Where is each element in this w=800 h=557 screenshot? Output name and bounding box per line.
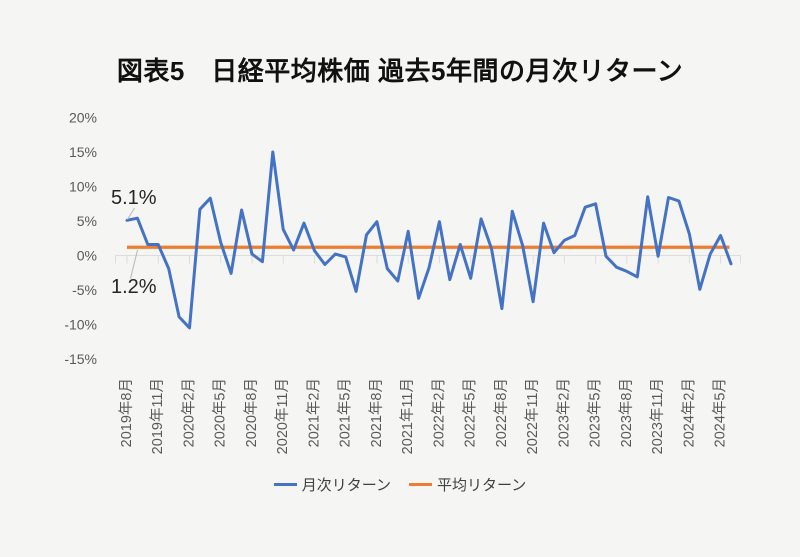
x-axis-tick-label: 2024年2月 xyxy=(680,378,697,447)
legend-line-swatch-average xyxy=(409,483,432,486)
x-axis-tick-label: 2021年2月 xyxy=(305,378,322,447)
x-axis-tick-label: 2020年11月 xyxy=(274,378,291,454)
y-axis-tick-label: 20% xyxy=(69,110,97,126)
y-axis-tick-label: 5% xyxy=(77,213,97,229)
x-axis-tick-label: 2023年2月 xyxy=(555,378,572,447)
x-axis-tick-label: 2020年8月 xyxy=(243,378,260,447)
x-axis-tick-label: 2023年11月 xyxy=(649,378,666,454)
legend-label-average: 平均リターン xyxy=(437,477,527,494)
y-axis-tick-label: 10% xyxy=(69,179,97,195)
x-axis-tick-label: 2021年5月 xyxy=(337,378,354,447)
x-axis-tick-label: 2020年2月 xyxy=(180,378,197,447)
x-axis-tick-label: 2023年8月 xyxy=(618,378,635,447)
x-axis-tick-label: 2020年5月 xyxy=(212,378,229,447)
x-axis-tick-label: 2023年5月 xyxy=(587,378,604,447)
y-axis-tick-label: -15% xyxy=(64,351,97,367)
x-axis-tick-label: 2022年8月 xyxy=(493,378,510,447)
y-axis-tick-label: 15% xyxy=(69,144,97,160)
x-axis-tick-label: 2019年8月 xyxy=(118,378,135,447)
x-axis-tick-label: 2021年11月 xyxy=(399,378,416,454)
legend-item-monthly-return: 月次リターン xyxy=(273,474,391,495)
x-axis-tick-label: 2022年11月 xyxy=(524,378,541,454)
monthly-return-line xyxy=(125,150,733,330)
legend-line-swatch-monthly xyxy=(273,483,297,486)
chart-plot-area: 20% 15% 10% 5% 0% -5% -10% -15% 2019年8月 2019年11月 2… xyxy=(64,110,741,454)
x-axis-tick-label: 2024年5月 xyxy=(712,378,729,447)
y-axis-tick-label: -10% xyxy=(64,317,97,333)
chart-legend: 月次リターン 平均リターン xyxy=(0,474,800,495)
annotation-label: 5.1% xyxy=(111,187,157,209)
y-axis-tick-label: -5% xyxy=(72,282,97,298)
legend-label-monthly: 月次リターン xyxy=(301,477,391,494)
x-axis-tick-label: 2022年2月 xyxy=(430,378,447,447)
annotation-label: 1.2% xyxy=(111,276,157,298)
chart-title: 図表5 日経平均株価 過去5年間の月次リターン xyxy=(116,56,684,86)
x-axis-tick-label: 2021年8月 xyxy=(368,378,385,447)
annotation-leader-line xyxy=(130,249,138,279)
annotation-leader-line xyxy=(127,207,135,220)
x-axis-tick-label: 2022年5月 xyxy=(462,378,479,447)
legend-item-average-return: 平均リターン xyxy=(409,474,526,495)
y-axis-tick-label: 0% xyxy=(77,248,97,264)
x-axis-tick-label: 2019年11月 xyxy=(149,378,166,454)
